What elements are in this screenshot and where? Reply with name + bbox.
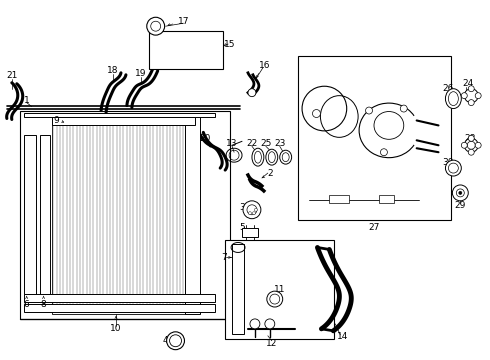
Ellipse shape — [282, 153, 289, 162]
Bar — [297, 56, 451, 220]
Ellipse shape — [269, 152, 275, 163]
Text: 20: 20 — [199, 134, 211, 143]
Circle shape — [461, 93, 467, 99]
Circle shape — [400, 105, 407, 112]
Text: 8: 8 — [41, 300, 47, 309]
Text: 9: 9 — [53, 116, 59, 125]
Circle shape — [252, 212, 255, 215]
Circle shape — [250, 319, 260, 329]
Circle shape — [475, 142, 481, 148]
Bar — [51, 116, 185, 314]
Text: 25: 25 — [260, 139, 271, 148]
Circle shape — [366, 107, 372, 114]
Circle shape — [254, 208, 257, 211]
Ellipse shape — [254, 151, 261, 163]
Bar — [40, 135, 49, 294]
Ellipse shape — [445, 89, 461, 109]
Bar — [232, 244, 244, 334]
Circle shape — [468, 86, 474, 92]
Circle shape — [468, 100, 474, 105]
Text: 30: 30 — [442, 158, 454, 167]
Bar — [242, 228, 258, 237]
Ellipse shape — [266, 149, 278, 165]
Circle shape — [448, 163, 458, 173]
Ellipse shape — [465, 138, 478, 152]
Text: 2: 2 — [267, 168, 272, 177]
Ellipse shape — [252, 148, 264, 166]
Text: 6: 6 — [24, 300, 29, 309]
Ellipse shape — [448, 92, 458, 105]
Bar — [379, 195, 394, 203]
Bar — [225, 239, 334, 339]
Text: 7: 7 — [221, 253, 227, 262]
Circle shape — [459, 192, 462, 194]
Text: 16: 16 — [259, 62, 270, 71]
Text: 1: 1 — [24, 96, 29, 105]
Text: 18: 18 — [107, 66, 119, 75]
Text: 12: 12 — [266, 339, 277, 348]
Text: 29: 29 — [455, 201, 466, 210]
Circle shape — [445, 160, 461, 176]
Circle shape — [248, 89, 256, 96]
Text: 28: 28 — [465, 134, 476, 143]
Text: 10: 10 — [110, 324, 122, 333]
Bar — [51, 117, 196, 125]
Text: 14: 14 — [337, 332, 348, 341]
Circle shape — [380, 149, 388, 156]
Circle shape — [267, 291, 283, 307]
Text: 24: 24 — [463, 79, 474, 88]
Bar — [149, 31, 223, 69]
Circle shape — [167, 332, 184, 350]
Text: 22: 22 — [246, 139, 258, 148]
Text: 4: 4 — [163, 336, 169, 345]
Circle shape — [461, 142, 467, 148]
Circle shape — [456, 189, 465, 197]
Text: 11: 11 — [274, 285, 286, 294]
Ellipse shape — [280, 150, 292, 164]
Circle shape — [270, 294, 280, 304]
Circle shape — [248, 212, 251, 215]
Circle shape — [468, 135, 474, 141]
Ellipse shape — [467, 141, 475, 149]
Bar — [24, 113, 215, 117]
Circle shape — [475, 93, 481, 99]
Circle shape — [265, 319, 275, 329]
Text: 13: 13 — [226, 139, 238, 148]
Bar — [20, 111, 230, 319]
Circle shape — [170, 335, 181, 347]
Text: 19: 19 — [135, 69, 147, 78]
Circle shape — [247, 205, 257, 215]
Text: 21: 21 — [6, 71, 18, 80]
Bar — [329, 195, 349, 203]
Circle shape — [243, 201, 261, 219]
Text: 26: 26 — [443, 84, 454, 93]
Ellipse shape — [465, 89, 478, 103]
Text: 17: 17 — [178, 17, 189, 26]
Circle shape — [147, 17, 165, 35]
Circle shape — [468, 149, 474, 155]
Bar — [185, 116, 200, 314]
Text: 27: 27 — [368, 223, 380, 232]
Text: 3: 3 — [239, 203, 245, 212]
Text: 5: 5 — [239, 223, 245, 232]
Circle shape — [313, 109, 320, 117]
Text: 23: 23 — [274, 139, 285, 148]
Bar — [24, 294, 215, 302]
Bar — [24, 135, 36, 294]
Bar — [24, 304, 215, 312]
Circle shape — [151, 21, 161, 31]
Text: 15: 15 — [224, 40, 236, 49]
Circle shape — [452, 185, 468, 201]
